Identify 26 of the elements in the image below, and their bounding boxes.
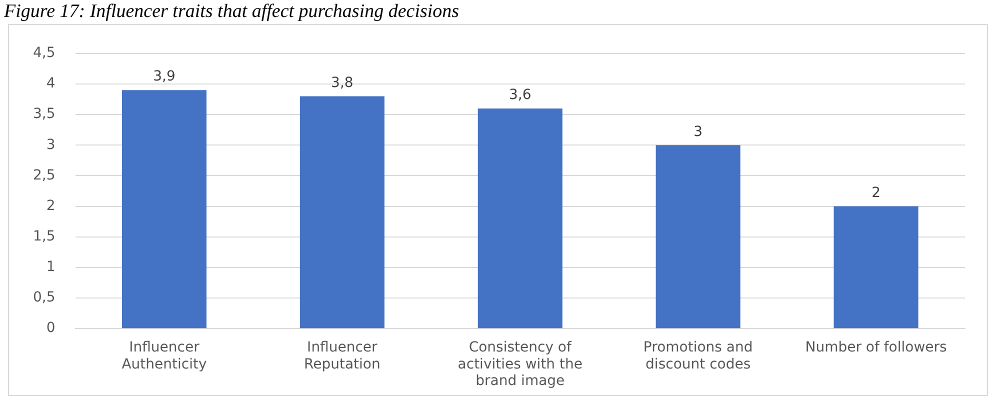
- x-tick-label: Influencer Authenticity: [122, 340, 207, 372]
- bar: [122, 90, 206, 328]
- y-tick-label: 3: [46, 136, 56, 153]
- data-label: 3,8: [331, 74, 354, 91]
- y-tick-label: 1: [46, 259, 56, 276]
- bar: [478, 108, 562, 328]
- y-tick-label: 1,5: [33, 228, 56, 245]
- x-tick-label: Consistency of activities with the brand image: [458, 340, 582, 390]
- x-tick-label: Influencer Reputation: [304, 340, 380, 372]
- data-label: 3,6: [509, 87, 532, 104]
- y-tick-label: 4,5: [33, 45, 56, 62]
- data-label: 3: [694, 124, 703, 140]
- y-tick-label: 2: [46, 198, 56, 214]
- y-tick-label: 2,5: [33, 167, 56, 184]
- x-tick-label: Promotions and discount codes: [643, 340, 753, 372]
- bar: [300, 96, 384, 328]
- x-tick-label: Number of followers: [805, 340, 947, 356]
- y-tick-label: 4: [46, 76, 56, 92]
- bar: [656, 145, 740, 328]
- data-label: 3,9: [153, 68, 176, 85]
- bar: [834, 206, 918, 328]
- y-tick-label: 0: [46, 320, 56, 336]
- y-tick-label: 0,5: [33, 290, 56, 306]
- y-tick-label: 3,5: [33, 106, 56, 122]
- data-label: 2: [872, 184, 880, 201]
- chart-title: Figure 17: Influencer traits that affect purchasing decisions: [3, 0, 460, 24]
